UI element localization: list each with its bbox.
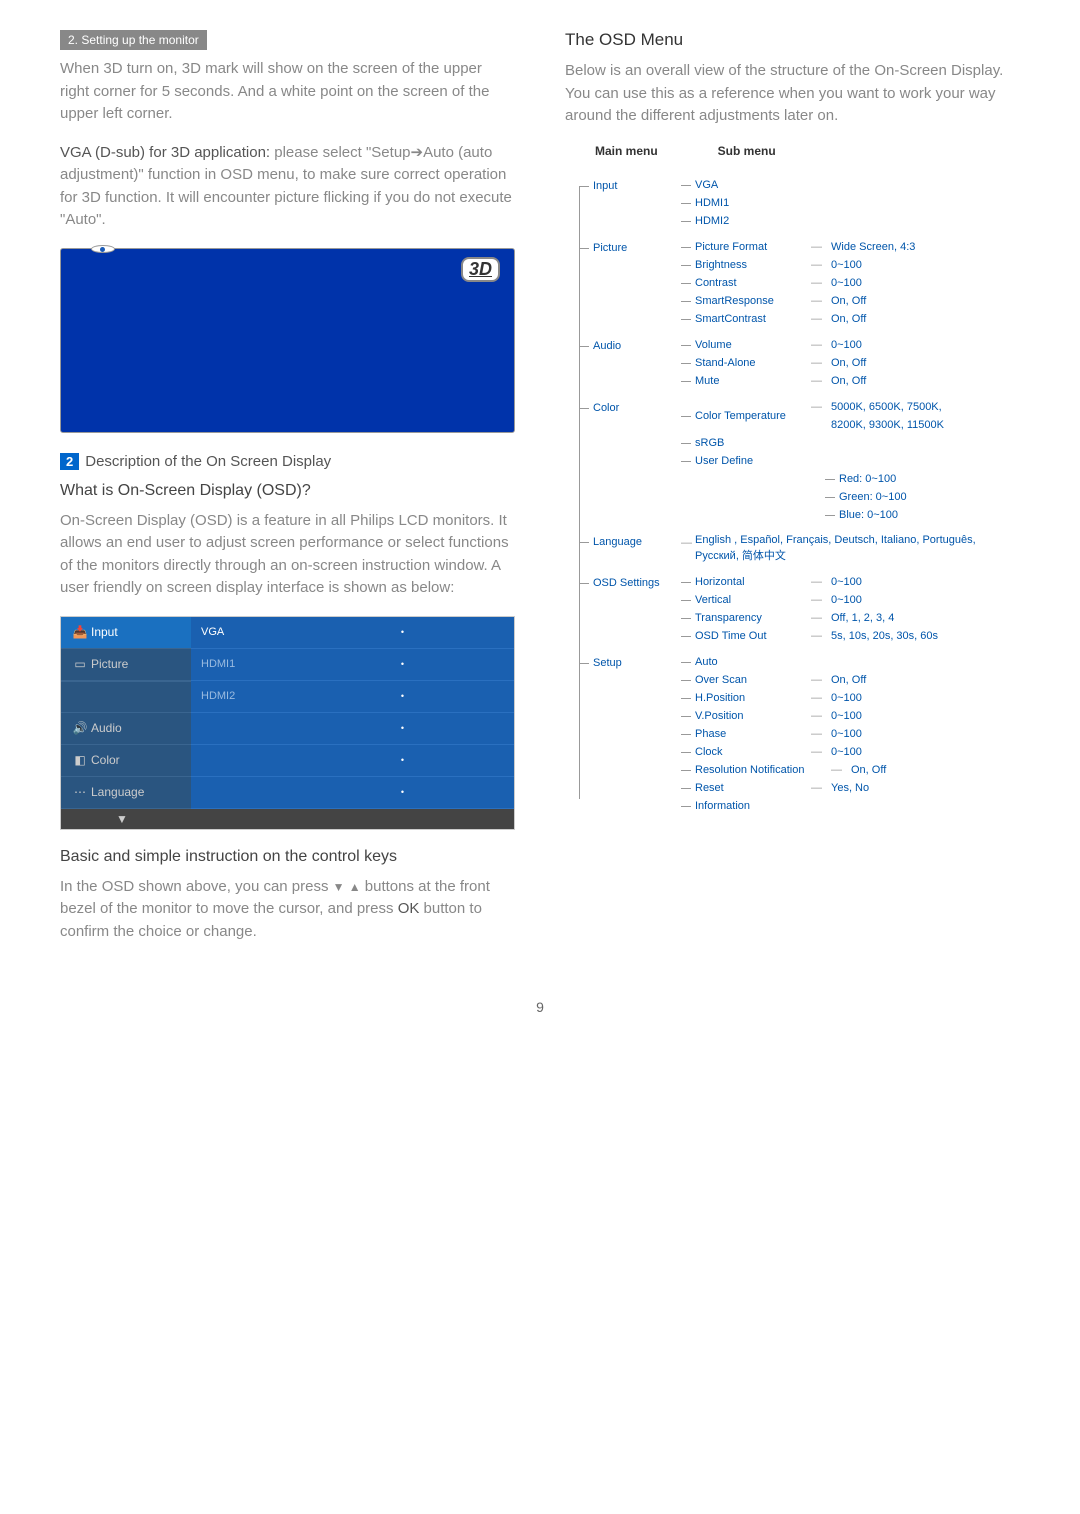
header-main-menu: Main menu (595, 144, 658, 158)
step-2-heading: 2Description of the On Screen Display (60, 453, 515, 470)
osd-question-heading: What is On-Screen Display (OSD)? (60, 482, 515, 500)
osd-dot: • (291, 617, 514, 649)
osd-dot: • (291, 681, 514, 713)
ok-button-label: OK (398, 900, 420, 917)
basic-instruction-heading: Basic and simple instruction on the cont… (60, 848, 515, 866)
tree-picture: Picture Picture FormatWide Screen, 4:3 B… (593, 238, 1020, 328)
monitor-3d-preview: 3D (60, 248, 515, 433)
osd-tree: Input VGA HDMI1 HDMI2 Picture Picture Fo… (593, 176, 1020, 815)
osd-item-input[interactable]: 📥Input (61, 617, 191, 649)
vga-paragraph: VGA (D-sub) for 3D application: please s… (60, 142, 515, 232)
tree-headers: Main menu Sub menu (595, 144, 1020, 158)
step-number-icon: 2 (60, 453, 79, 470)
tree-input: Input VGA HDMI1 HDMI2 (593, 176, 1020, 230)
osd-item-color[interactable]: ◧Color (61, 745, 191, 777)
osd-item-audio[interactable]: 🔊Audio (61, 713, 191, 745)
vga-lead: VGA (D-sub) for 3D application: (60, 144, 270, 161)
osd-footer: ▼ (61, 809, 514, 829)
osd-preview-panel: 📥Input VGA • ▭Picture HDMI1 • HDMI2 • 🔊A… (60, 616, 515, 830)
camera-icon (91, 245, 115, 253)
osd-sub-hdmi1[interactable]: HDMI1 (191, 649, 291, 681)
osd-menu-title: The OSD Menu (565, 30, 1020, 50)
osd-dot: • (291, 649, 514, 681)
tree-osd-settings: OSD Settings Horizontal0~100 Vertical0~1… (593, 573, 1020, 645)
badge-3d: 3D (461, 257, 500, 282)
tree-setup: Setup Auto Over ScanOn, Off H.Position0~… (593, 653, 1020, 815)
osd-description: On-Screen Display (OSD) is a feature in … (60, 510, 515, 600)
tree-audio: Audio Volume0~100 Stand-AloneOn, Off Mut… (593, 336, 1020, 390)
page-number: 9 (60, 999, 1020, 1015)
section-header: 2. Setting up the monitor (60, 30, 207, 50)
osd-sub-hdmi2[interactable]: HDMI2 (191, 681, 291, 713)
osd-item-picture[interactable]: ▭Picture (61, 649, 191, 681)
tree-language: Language —English , Español, Français, D… (593, 532, 1020, 565)
down-triangle-icon: ▼ (333, 880, 345, 894)
basic-instruction-paragraph: In the OSD shown above, you can press ▼ … (60, 876, 515, 944)
osd-item-language[interactable]: ⋯Language (61, 777, 191, 809)
osd-overview-paragraph: Below is an overall view of the structur… (565, 60, 1020, 128)
header-sub-menu: Sub menu (718, 144, 776, 158)
intro-paragraph: When 3D turn on, 3D mark will show on th… (60, 58, 515, 126)
up-triangle-icon: ▲ (349, 880, 361, 894)
osd-sub-vga[interactable]: VGA (191, 617, 291, 649)
tree-color: Color Color Temperature5000K, 6500K, 750… (593, 398, 1020, 524)
